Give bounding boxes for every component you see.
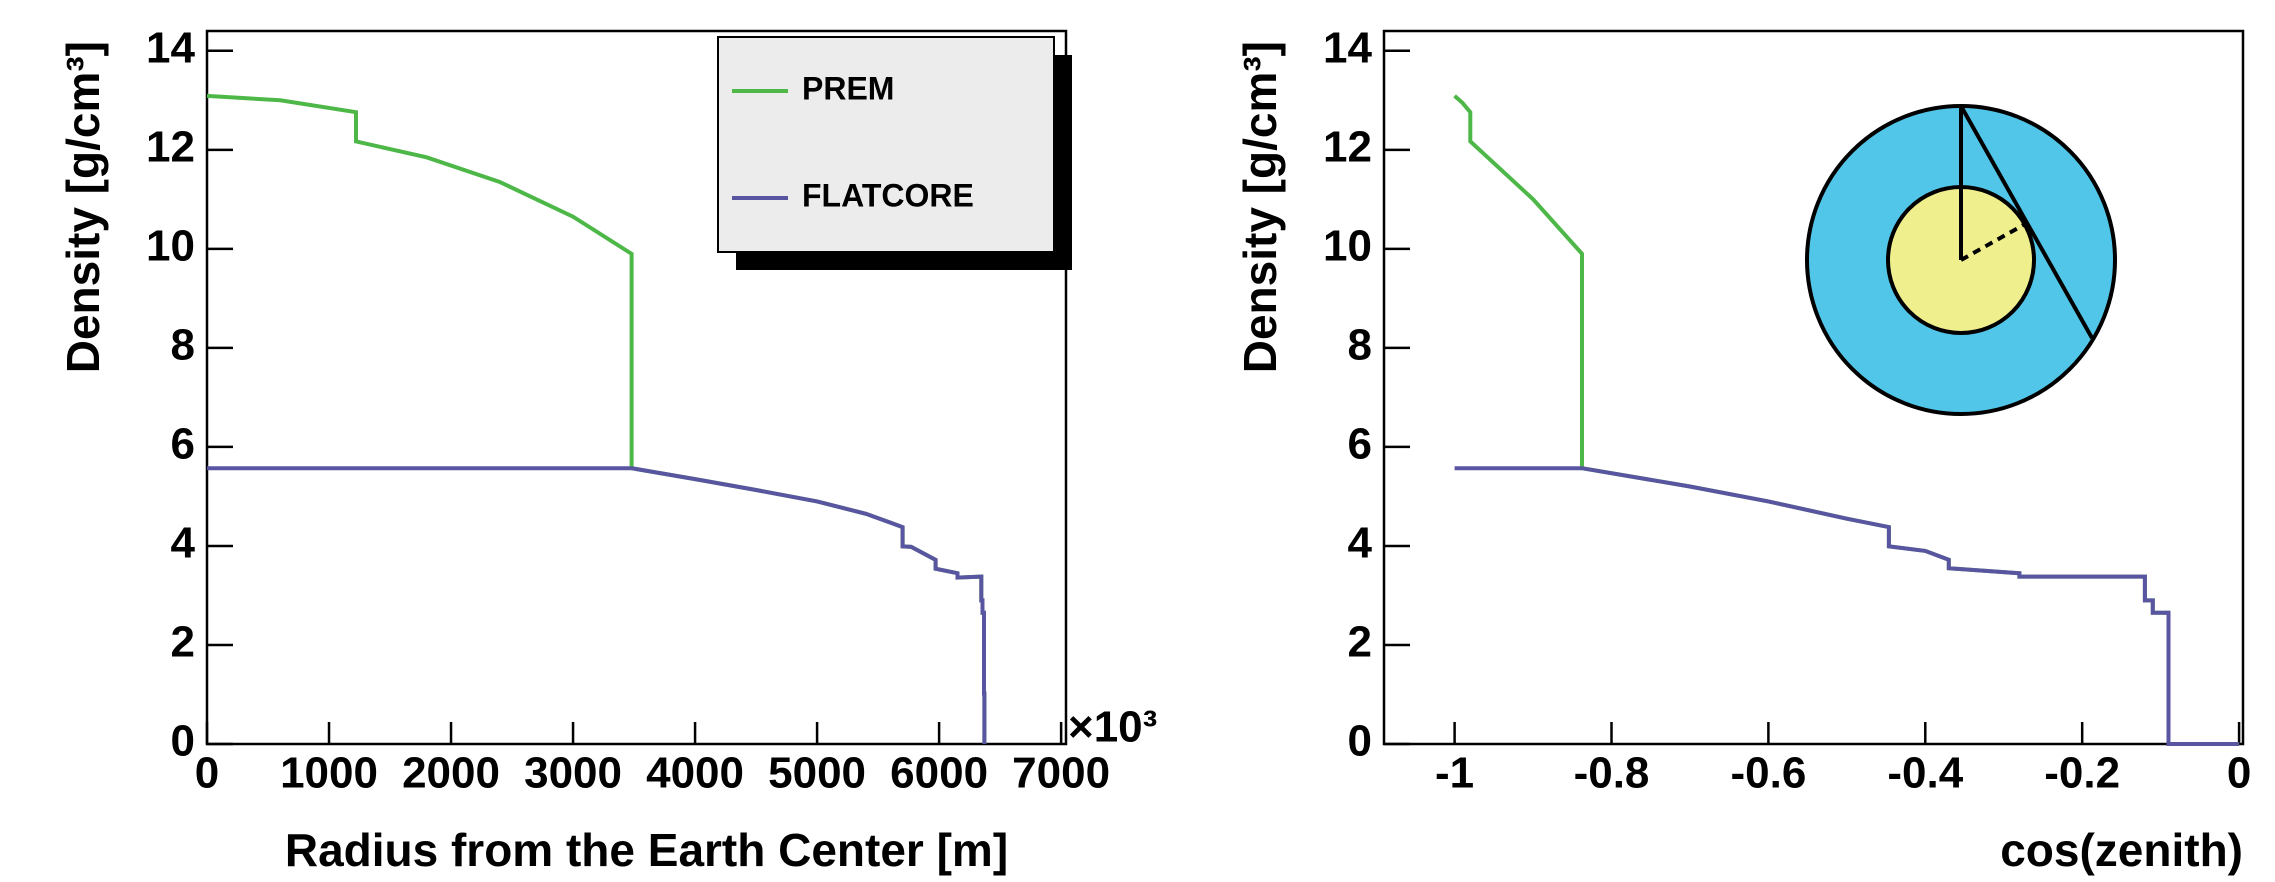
data-line	[1454, 466, 2240, 746]
y-tick-label: 10	[1323, 221, 1372, 270]
data-line	[207, 466, 987, 744]
plot-frame	[205, 29, 1068, 746]
x-tick-label: 2000	[402, 749, 500, 798]
radius-dashed	[1960, 221, 2028, 262]
y-tick-label: 4	[1348, 519, 1373, 568]
y-tick-label: 0	[1348, 717, 1372, 766]
x-tick-label: 0	[2227, 749, 2251, 798]
legend-label: PREM	[802, 70, 894, 106]
y-tick-label: 6	[171, 420, 195, 469]
y-tick-label: 4	[171, 519, 196, 568]
y-axis-title: Density [g/cm³]	[1234, 41, 1286, 373]
x-tick-label: 6000	[890, 749, 988, 798]
y-tick-label: 8	[1348, 321, 1372, 370]
x-tick-label: -0.8	[1574, 749, 1650, 798]
x-axis-title: Radius from the Earth Center [m]	[285, 824, 1008, 876]
y-tick-label: 2	[1348, 618, 1372, 667]
y-tick-label: 6	[1348, 420, 1372, 469]
y-tick-label: 2	[171, 618, 195, 667]
y-tick-label: 10	[146, 221, 195, 270]
x-multiplier: ×10³	[1068, 703, 1157, 752]
x-tick-label: 0	[195, 749, 219, 798]
x-tick-label: -0.6	[1730, 749, 1806, 798]
neutrino-path	[1959, 105, 2094, 339]
plot-frame	[1382, 29, 2245, 746]
legend-label: FLATCORE	[802, 177, 974, 213]
x-tick-label: 7000	[1012, 749, 1110, 798]
earth-diagram	[1805, 104, 2117, 416]
y-tick-label: 8	[171, 321, 195, 370]
x-tick-label: -0.4	[1887, 749, 1963, 798]
x-tick-label: 3000	[524, 749, 622, 798]
y-tick-label: 14	[1323, 23, 1372, 72]
y-tick-label: 14	[146, 23, 195, 72]
y-tick-label: 12	[1323, 122, 1372, 171]
x-tick-label: 1000	[280, 749, 378, 798]
x-tick-label: -0.2	[2044, 749, 2120, 798]
y-axis-title: Density [g/cm³]	[57, 41, 109, 373]
x-tick-label: 5000	[768, 749, 866, 798]
x-axis-title: cos(zenith)	[2000, 824, 2243, 876]
y-tick-label: 0	[171, 717, 195, 766]
x-tick-label: -1	[1435, 749, 1474, 798]
legend-box	[717, 36, 1055, 253]
x-tick-label: 4000	[646, 749, 744, 798]
y-tick-label: 12	[146, 122, 195, 171]
